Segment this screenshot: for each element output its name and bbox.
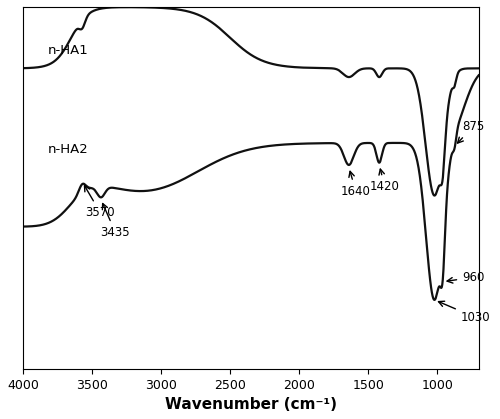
Text: n-HA2: n-HA2	[48, 143, 88, 156]
Text: 960: 960	[447, 271, 484, 284]
Text: 3435: 3435	[100, 204, 130, 239]
Text: 1420: 1420	[370, 169, 400, 193]
Text: 875: 875	[458, 120, 484, 143]
X-axis label: Wavenumber (cm⁻¹): Wavenumber (cm⁻¹)	[165, 397, 337, 412]
Text: 3570: 3570	[84, 186, 115, 219]
Text: n-HA1: n-HA1	[48, 44, 88, 57]
Text: 1640: 1640	[341, 171, 370, 198]
Text: 1030: 1030	[438, 301, 490, 324]
